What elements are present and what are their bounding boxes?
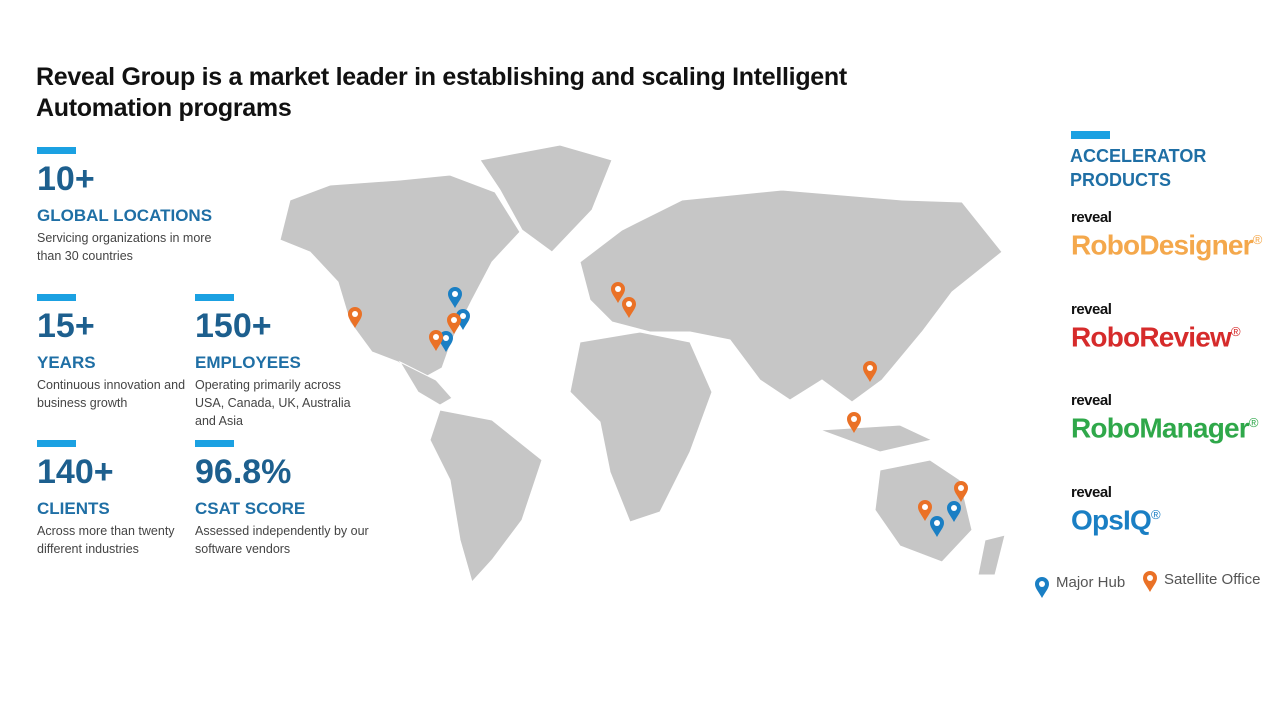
product-name: RoboManager: [1071, 412, 1250, 444]
stat-description: Servicing organizations in more than 30 …: [37, 231, 212, 263]
product-logo: reveal RoboReview®: [1071, 301, 1241, 353]
accent-bar: [195, 294, 234, 301]
legend-pin: [1035, 577, 1049, 598]
stat: 96.8% CSAT SCORE Assessed independently …: [195, 440, 375, 558]
stat-description: Operating primarily across USA, Canada, …: [195, 378, 351, 428]
continent: [569, 331, 713, 523]
registered-mark: ®: [1248, 415, 1259, 430]
legend-pin: [1143, 571, 1157, 592]
product-brand: reveal: [1071, 301, 1112, 318]
continent: [479, 144, 613, 253]
stat-value: 10+: [37, 160, 95, 198]
legend-label: Satellite Office: [1164, 571, 1261, 588]
stat: 10+ GLOBAL LOCATIONS Servicing organizat…: [37, 147, 217, 265]
product-name: RoboDesigner: [1071, 229, 1254, 261]
stat-label: EMPLOYEES: [195, 353, 301, 372]
product-logo: reveal RoboManager®: [1071, 393, 1258, 443]
continent: [977, 534, 1006, 576]
accent-bar: [37, 294, 76, 301]
continent: [398, 360, 453, 406]
stat: 15+ YEARS Continuous innovation and busi…: [37, 294, 187, 412]
stat-description: Assessed independently by our software v…: [195, 524, 369, 556]
product-name: OpsIQ: [1071, 504, 1152, 536]
stat-value: 15+: [37, 307, 95, 345]
product-brand: reveal: [1071, 392, 1112, 409]
registered-mark: ®: [1252, 232, 1263, 247]
continent: [579, 189, 1003, 403]
stat-label: CSAT SCORE: [195, 499, 306, 518]
product-name-row: RoboDesigner®: [1071, 225, 1262, 260]
stat: 140+ CLIENTS Across more than twenty dif…: [37, 440, 182, 558]
product-logo: reveal OpsIQ®: [1071, 484, 1161, 536]
slide-title: Reveal Group is a market leader in estab…: [36, 63, 847, 122]
product-name-row: RoboReview®: [1071, 317, 1241, 353]
continent: [429, 409, 543, 584]
product-name: RoboReview: [1071, 321, 1232, 353]
stat: 150+ EMPLOYEES Operating primarily acros…: [195, 294, 355, 430]
continent: [279, 174, 521, 381]
stat-value: 140+: [37, 453, 114, 491]
product-brand: reveal: [1071, 209, 1112, 226]
product-name-row: OpsIQ®: [1071, 500, 1161, 536]
legend-label: Major Hub: [1056, 574, 1126, 591]
product-logo: reveal RoboDesigner®: [1071, 210, 1262, 260]
stat-description: Across more than twenty different indust…: [37, 524, 175, 556]
registered-mark: ®: [1151, 507, 1161, 522]
accelerator-heading: ACCELERATOR PRODUCTS: [1070, 146, 1207, 190]
accent-bar: [195, 440, 234, 447]
stat-label: GLOBAL LOCATIONS: [37, 206, 213, 225]
product-name-row: RoboManager®: [1071, 408, 1258, 443]
stat-description: Continuous innovation and business growt…: [37, 378, 186, 410]
product-brand: reveal: [1071, 484, 1112, 501]
accent-bar: [1071, 131, 1110, 139]
stat-value: 150+: [195, 307, 272, 345]
stat-label: CLIENTS: [37, 499, 110, 518]
stat-value: 96.8%: [195, 453, 292, 491]
registered-mark: ®: [1231, 324, 1241, 339]
continent: [819, 424, 934, 453]
accent-bar: [37, 440, 76, 447]
accent-bar: [37, 147, 76, 154]
stat-label: YEARS: [37, 353, 96, 372]
